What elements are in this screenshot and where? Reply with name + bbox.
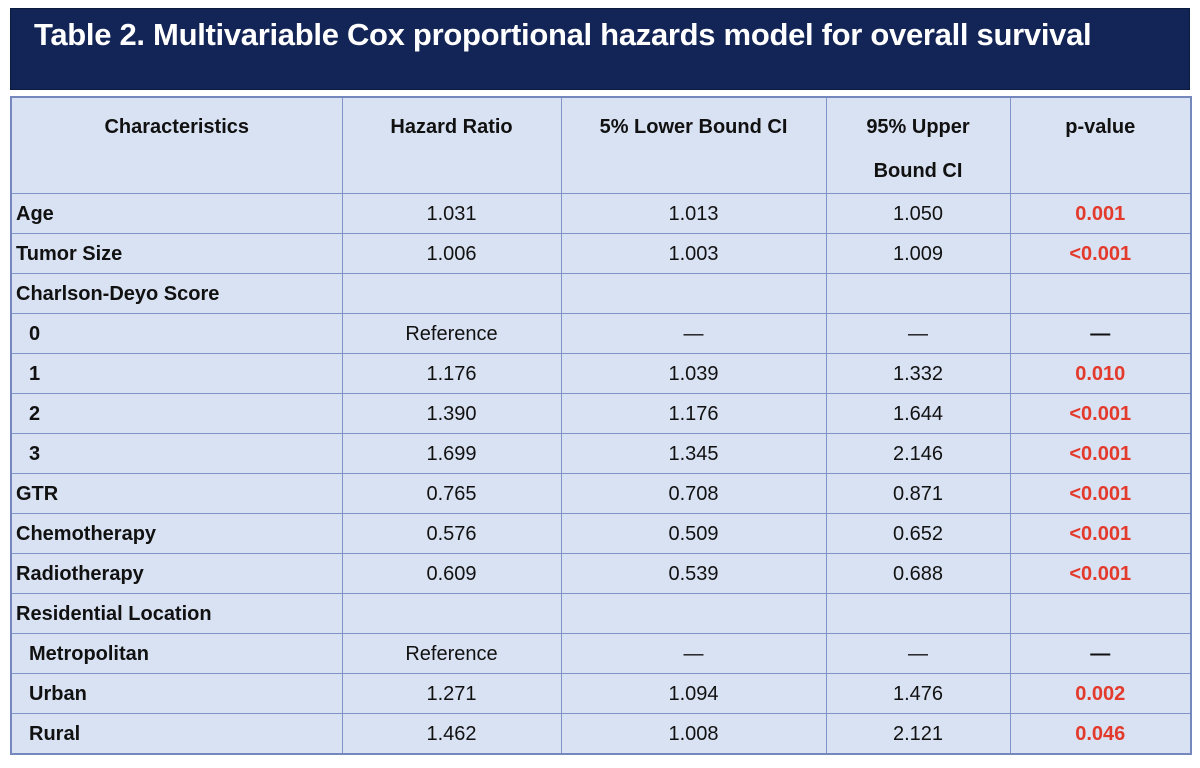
cell-hazard-ratio: 1.176 xyxy=(341,353,562,394)
cell-label: Rural xyxy=(10,713,343,754)
table-row: 1 1.176 1.039 1.332 0.010 xyxy=(10,353,1192,394)
cell-lower-ci: 1.039 xyxy=(560,353,827,394)
cell-upper-ci xyxy=(825,273,1011,314)
cell-lower-ci: — xyxy=(560,313,827,354)
cell-hazard-ratio: 0.765 xyxy=(341,473,562,514)
cell-hazard-ratio: 1.462 xyxy=(341,713,562,754)
header-row: Characteristics Hazard Ratio 5% Lower Bo… xyxy=(10,96,1192,194)
cell-lower-ci: 0.509 xyxy=(560,513,827,554)
cell-lower-ci xyxy=(560,273,827,314)
cox-model-table: Characteristics Hazard Ratio 5% Lower Bo… xyxy=(10,96,1192,755)
cell-lower-ci: 0.708 xyxy=(560,473,827,514)
cell-hazard-ratio: 1.699 xyxy=(341,433,562,474)
cell-p-value: 0.001 xyxy=(1009,193,1192,234)
cell-p-value xyxy=(1009,273,1192,314)
table-row: Chemotherapy 0.576 0.509 0.652 <0.001 xyxy=(10,513,1192,554)
cell-lower-ci: 0.539 xyxy=(560,553,827,594)
cell-p-value: <0.001 xyxy=(1009,233,1192,274)
col-header-lower-ci: 5% Lower Bound CI xyxy=(560,96,827,194)
table-row: GTR 0.765 0.708 0.871 <0.001 xyxy=(10,473,1192,514)
cell-label: Metropolitan xyxy=(10,633,343,674)
cell-hazard-ratio: 0.609 xyxy=(341,553,562,594)
cell-upper-ci: — xyxy=(825,313,1011,354)
cell-label: 2 xyxy=(10,393,343,434)
table-row: 2 1.390 1.176 1.644 <0.001 xyxy=(10,393,1192,434)
cell-upper-ci: 1.644 xyxy=(825,393,1011,434)
table-row: 3 1.699 1.345 2.146 <0.001 xyxy=(10,433,1192,474)
table-row: Metropolitan Reference — — — xyxy=(10,633,1192,674)
table-row: Urban 1.271 1.094 1.476 0.002 xyxy=(10,673,1192,714)
col-header-upper-ci-line2: Bound CI xyxy=(873,160,963,182)
cell-upper-ci: 1.050 xyxy=(825,193,1011,234)
cell-p-value: <0.001 xyxy=(1009,553,1192,594)
table-row: Residential Location xyxy=(10,593,1192,634)
cell-p-value: <0.001 xyxy=(1009,513,1192,554)
cell-hazard-ratio: 0.576 xyxy=(341,513,562,554)
cell-hazard-ratio: Reference xyxy=(341,633,562,674)
cell-upper-ci: 1.476 xyxy=(825,673,1011,714)
cell-label: Chemotherapy xyxy=(10,513,343,554)
cell-label: Tumor Size xyxy=(10,233,343,274)
cell-p-value: 0.002 xyxy=(1009,673,1192,714)
cell-p-value: 0.046 xyxy=(1009,713,1192,754)
cell-label: Residential Location xyxy=(10,593,343,634)
cell-p-value: — xyxy=(1009,313,1192,354)
col-header-hazard-ratio: Hazard Ratio xyxy=(341,96,562,194)
cell-label: Urban xyxy=(10,673,343,714)
cell-lower-ci: 1.008 xyxy=(560,713,827,754)
cell-lower-ci: 1.345 xyxy=(560,433,827,474)
cell-label: 3 xyxy=(10,433,343,474)
cell-upper-ci: — xyxy=(825,633,1011,674)
cell-upper-ci: 2.146 xyxy=(825,433,1011,474)
cell-lower-ci xyxy=(560,593,827,634)
cell-p-value: <0.001 xyxy=(1009,393,1192,434)
cell-hazard-ratio: 1.271 xyxy=(341,673,562,714)
cell-lower-ci: 1.094 xyxy=(560,673,827,714)
table-header: Characteristics Hazard Ratio 5% Lower Bo… xyxy=(10,96,1192,194)
cell-upper-ci: 2.121 xyxy=(825,713,1011,754)
cell-upper-ci: 0.688 xyxy=(825,553,1011,594)
cell-lower-ci: 1.003 xyxy=(560,233,827,274)
col-header-p-value: p-value xyxy=(1009,96,1192,194)
table-row: Tumor Size 1.006 1.003 1.009 <0.001 xyxy=(10,233,1192,274)
cell-lower-ci: 1.176 xyxy=(560,393,827,434)
cell-p-value xyxy=(1009,593,1192,634)
cell-p-value: 0.010 xyxy=(1009,353,1192,394)
cell-p-value: <0.001 xyxy=(1009,473,1192,514)
cell-label: 1 xyxy=(10,353,343,394)
cell-upper-ci: 1.009 xyxy=(825,233,1011,274)
table-row: Rural 1.462 1.008 2.121 0.046 xyxy=(10,713,1192,754)
table-row: 0 Reference — — — xyxy=(10,313,1192,354)
table-row: Charlson-Deyo Score xyxy=(10,273,1192,314)
cell-lower-ci: 1.013 xyxy=(560,193,827,234)
table-body: Age 1.031 1.013 1.050 0.001 Tumor Size 1.006 1.… xyxy=(10,193,1192,754)
cell-label: Age xyxy=(10,193,343,234)
cell-lower-ci: — xyxy=(560,633,827,674)
cell-upper-ci: 0.871 xyxy=(825,473,1011,514)
table-title-bar: Table 2. Multivariable Cox proportional … xyxy=(10,8,1190,90)
cell-label: GTR xyxy=(10,473,343,514)
cell-hazard-ratio: 1.390 xyxy=(341,393,562,434)
table-title: Table 2. Multivariable Cox proportional … xyxy=(34,17,1092,52)
col-header-upper-ci-line1: 95% Upper xyxy=(866,116,970,138)
cell-p-value: — xyxy=(1009,633,1192,674)
cell-upper-ci: 1.332 xyxy=(825,353,1011,394)
cell-hazard-ratio xyxy=(341,593,562,634)
cell-hazard-ratio xyxy=(341,273,562,314)
cell-p-value: <0.001 xyxy=(1009,433,1192,474)
cell-hazard-ratio: 1.006 xyxy=(341,233,562,274)
cell-label: Charlson-Deyo Score xyxy=(10,273,343,314)
table-row: Radiotherapy 0.609 0.539 0.688 <0.001 xyxy=(10,553,1192,594)
col-header-characteristics: Characteristics xyxy=(10,96,343,194)
table-row: Age 1.031 1.013 1.050 0.001 xyxy=(10,193,1192,234)
cell-hazard-ratio: 1.031 xyxy=(341,193,562,234)
cell-hazard-ratio: Reference xyxy=(341,313,562,354)
col-header-upper-ci: 95% Upper Bound CI xyxy=(825,96,1011,194)
cell-upper-ci xyxy=(825,593,1011,634)
cell-label: Radiotherapy xyxy=(10,553,343,594)
cell-label: 0 xyxy=(10,313,343,354)
cell-upper-ci: 0.652 xyxy=(825,513,1011,554)
